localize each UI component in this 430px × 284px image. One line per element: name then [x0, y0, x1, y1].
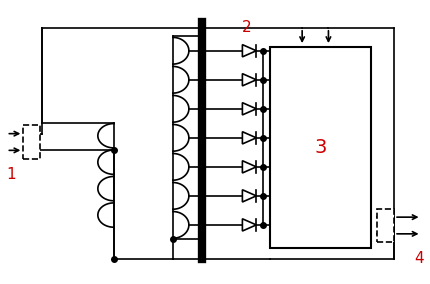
- Text: 2: 2: [242, 20, 252, 36]
- Bar: [23, 125, 40, 159]
- Text: 4: 4: [414, 250, 424, 266]
- Bar: [377, 209, 394, 242]
- Text: 3: 3: [314, 138, 326, 157]
- Bar: [270, 47, 371, 248]
- Text: 1: 1: [6, 167, 15, 182]
